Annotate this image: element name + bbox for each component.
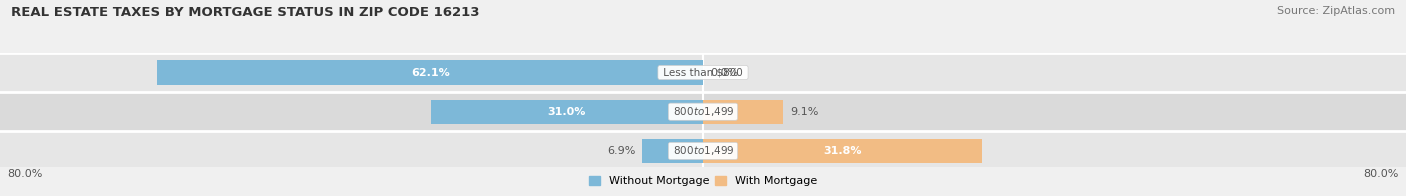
Text: 80.0%: 80.0% [7,169,42,179]
Text: 31.8%: 31.8% [824,146,862,156]
Text: $800 to $1,499: $800 to $1,499 [671,144,735,157]
Bar [430,100,703,124]
Text: Less than $800: Less than $800 [659,67,747,78]
Bar [157,60,703,85]
Text: $800 to $1,499: $800 to $1,499 [671,105,735,118]
Text: 80.0%: 80.0% [1364,169,1399,179]
Text: 0.0%: 0.0% [710,67,738,78]
Text: 9.1%: 9.1% [790,107,818,117]
Text: REAL ESTATE TAXES BY MORTGAGE STATUS IN ZIP CODE 16213: REAL ESTATE TAXES BY MORTGAGE STATUS IN … [11,6,479,19]
Bar [0,53,1406,92]
Bar [703,100,783,124]
Legend: Without Mortgage, With Mortgage: Without Mortgage, With Mortgage [589,176,817,186]
Text: 62.1%: 62.1% [411,67,450,78]
Bar [703,139,983,163]
Text: 31.0%: 31.0% [547,107,586,117]
Bar [643,139,703,163]
Text: 6.9%: 6.9% [607,146,636,156]
Bar [0,92,1406,131]
Bar [0,131,1406,171]
Text: Source: ZipAtlas.com: Source: ZipAtlas.com [1277,6,1395,16]
